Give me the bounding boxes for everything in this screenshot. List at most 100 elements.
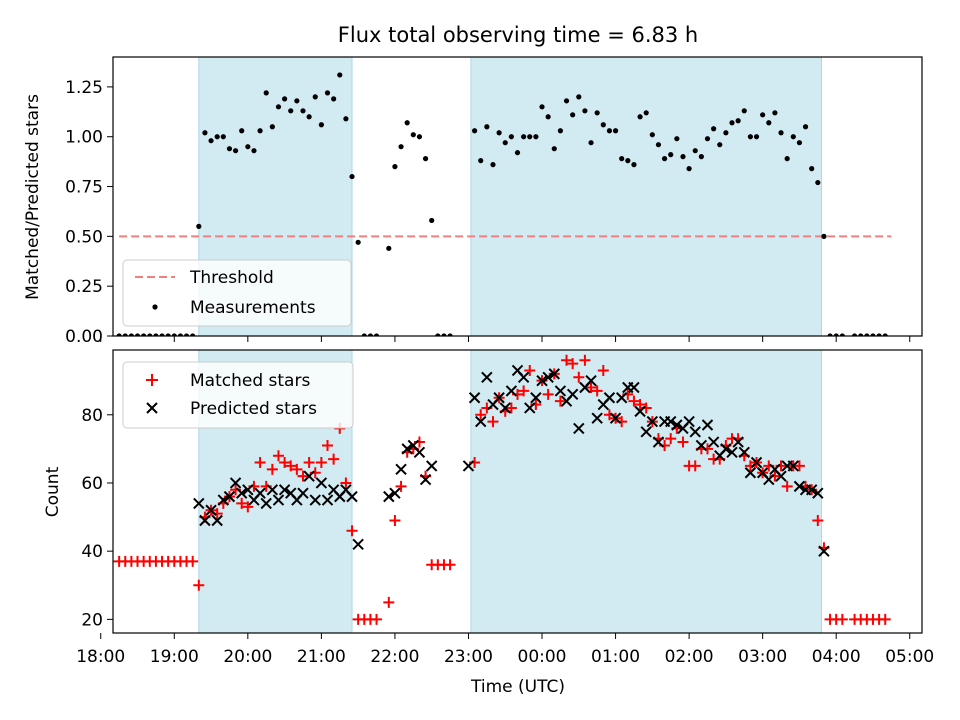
matched-star-point	[279, 457, 291, 469]
measurement-point	[392, 164, 398, 170]
legend-threshold-label: Threshold	[189, 268, 274, 288]
measurement-point	[858, 333, 864, 336]
bottom-ytick-label: 60	[81, 474, 103, 494]
measurement-point	[514, 150, 521, 156]
measurement-point	[508, 134, 514, 140]
predicted-star-point	[475, 415, 487, 428]
matched-star-point	[518, 385, 530, 397]
top-ytick-label: 0.75	[65, 178, 103, 198]
measurement-point	[753, 134, 760, 140]
predicted-star-point	[266, 484, 279, 496]
predicted-star-point	[505, 385, 518, 397]
bottom-ytick-label: 40	[81, 542, 103, 562]
bottom-x-ticks: 18:00 19:00 20:00 21:00 22:00 23:00 00:00 01:00…	[76, 633, 934, 667]
matched-star-point	[567, 358, 579, 370]
matched-star-point	[346, 525, 358, 537]
predicted-star-point	[223, 490, 236, 503]
measurement-point	[134, 333, 141, 336]
measurement-point	[551, 146, 557, 152]
predicted-star-point	[652, 436, 665, 448]
predicted-star-point	[726, 446, 738, 458]
measurement-point	[717, 142, 723, 148]
legend-predicted-label: Predicted stars	[190, 399, 317, 419]
measurement-point	[876, 333, 882, 336]
matched-star-point	[475, 409, 487, 421]
predicted-star-point	[346, 490, 358, 503]
matched-star-point	[579, 354, 591, 366]
predicted-star-point	[554, 385, 567, 397]
bottom-axes-frame	[112, 349, 923, 634]
predicted-star-point	[462, 460, 475, 472]
top-panel: 0.00 0.25 0.50 0.75 1.00 1.25 Matched/Predict…	[23, 56, 923, 347]
bottom-xtick-label: 01:00	[591, 647, 640, 667]
predicted-star-point	[517, 371, 530, 383]
measurement-point	[312, 94, 318, 100]
predicted-star-point	[389, 487, 401, 499]
predicted-star-point	[609, 412, 622, 424]
bottom-xtick-label: 19:00	[150, 647, 199, 667]
legend-measurements-label: Measurements	[190, 298, 316, 318]
measurement-point	[300, 108, 306, 114]
measurement-point	[655, 142, 662, 148]
predicted-star-point	[738, 446, 750, 458]
top-ytick-label: 0.25	[65, 277, 103, 297]
predicted-star-point	[315, 477, 328, 489]
predicted-star-point	[425, 460, 438, 472]
matched-star-point	[328, 453, 340, 465]
predicted-star-point	[309, 494, 321, 506]
measurement-point	[165, 333, 171, 336]
predicted-star-point	[395, 463, 407, 476]
bottom-xtick-label: 05:00	[885, 647, 934, 667]
measurement-point	[398, 144, 404, 150]
measurement-point	[582, 108, 588, 114]
measurement-point	[557, 128, 564, 134]
predicted-star-point	[352, 538, 364, 551]
predicted-star-point	[628, 381, 640, 394]
top-ytick-label: 1.00	[65, 128, 103, 148]
measurement-point	[711, 126, 717, 132]
measurement-point	[447, 333, 453, 336]
predicted-star-point	[321, 494, 334, 506]
matched-star-point	[236, 497, 248, 509]
measurement-point	[373, 333, 380, 336]
matched-star-point	[303, 457, 315, 469]
bottom-legend-box	[122, 361, 354, 429]
predicted-star-point	[720, 443, 732, 455]
matched-star-point	[187, 555, 199, 567]
bottom-xtick-label: 03:00	[738, 647, 787, 667]
measurement-point	[790, 134, 796, 140]
measurement-point	[815, 179, 821, 186]
matched-star-point	[585, 382, 597, 394]
top-legend-box	[122, 259, 352, 327]
measurement-point	[361, 333, 367, 336]
measurement-point	[416, 134, 423, 140]
measurement-point	[527, 134, 533, 140]
measurement-point	[649, 132, 655, 138]
measurement-point	[821, 233, 827, 239]
matched-star-point	[836, 613, 848, 625]
bottom-panel: 20 40 60 80 18:00 19:00 20:00 21:00 22:00 23:00 0…	[43, 349, 934, 697]
measurement-point	[245, 144, 251, 150]
matched-star-point	[677, 436, 689, 448]
legend-matched-marker	[146, 374, 158, 386]
top-ytick-label: 0.00	[65, 327, 103, 347]
matched-star-point	[395, 480, 407, 492]
predicted-star-point	[229, 477, 242, 489]
predicted-star-point	[640, 426, 652, 438]
measurement-point	[208, 138, 214, 144]
measurement-point	[282, 96, 288, 102]
predicted-star-point	[775, 470, 787, 482]
measurement-point	[404, 120, 410, 126]
predicted-star-point	[303, 470, 315, 482]
measurement-point	[766, 120, 772, 126]
measurement-point	[606, 128, 613, 134]
matched-star-point	[573, 371, 585, 383]
measurement-point	[704, 136, 711, 142]
matched-star-point	[554, 395, 566, 407]
measurement-point	[263, 90, 269, 96]
matched-star-point	[254, 457, 266, 469]
measurement-point	[478, 158, 484, 164]
predicted-star-point	[481, 371, 493, 383]
top-x-ticks	[100, 336, 911, 342]
bottom-xtick-label: 23:00	[444, 647, 493, 667]
